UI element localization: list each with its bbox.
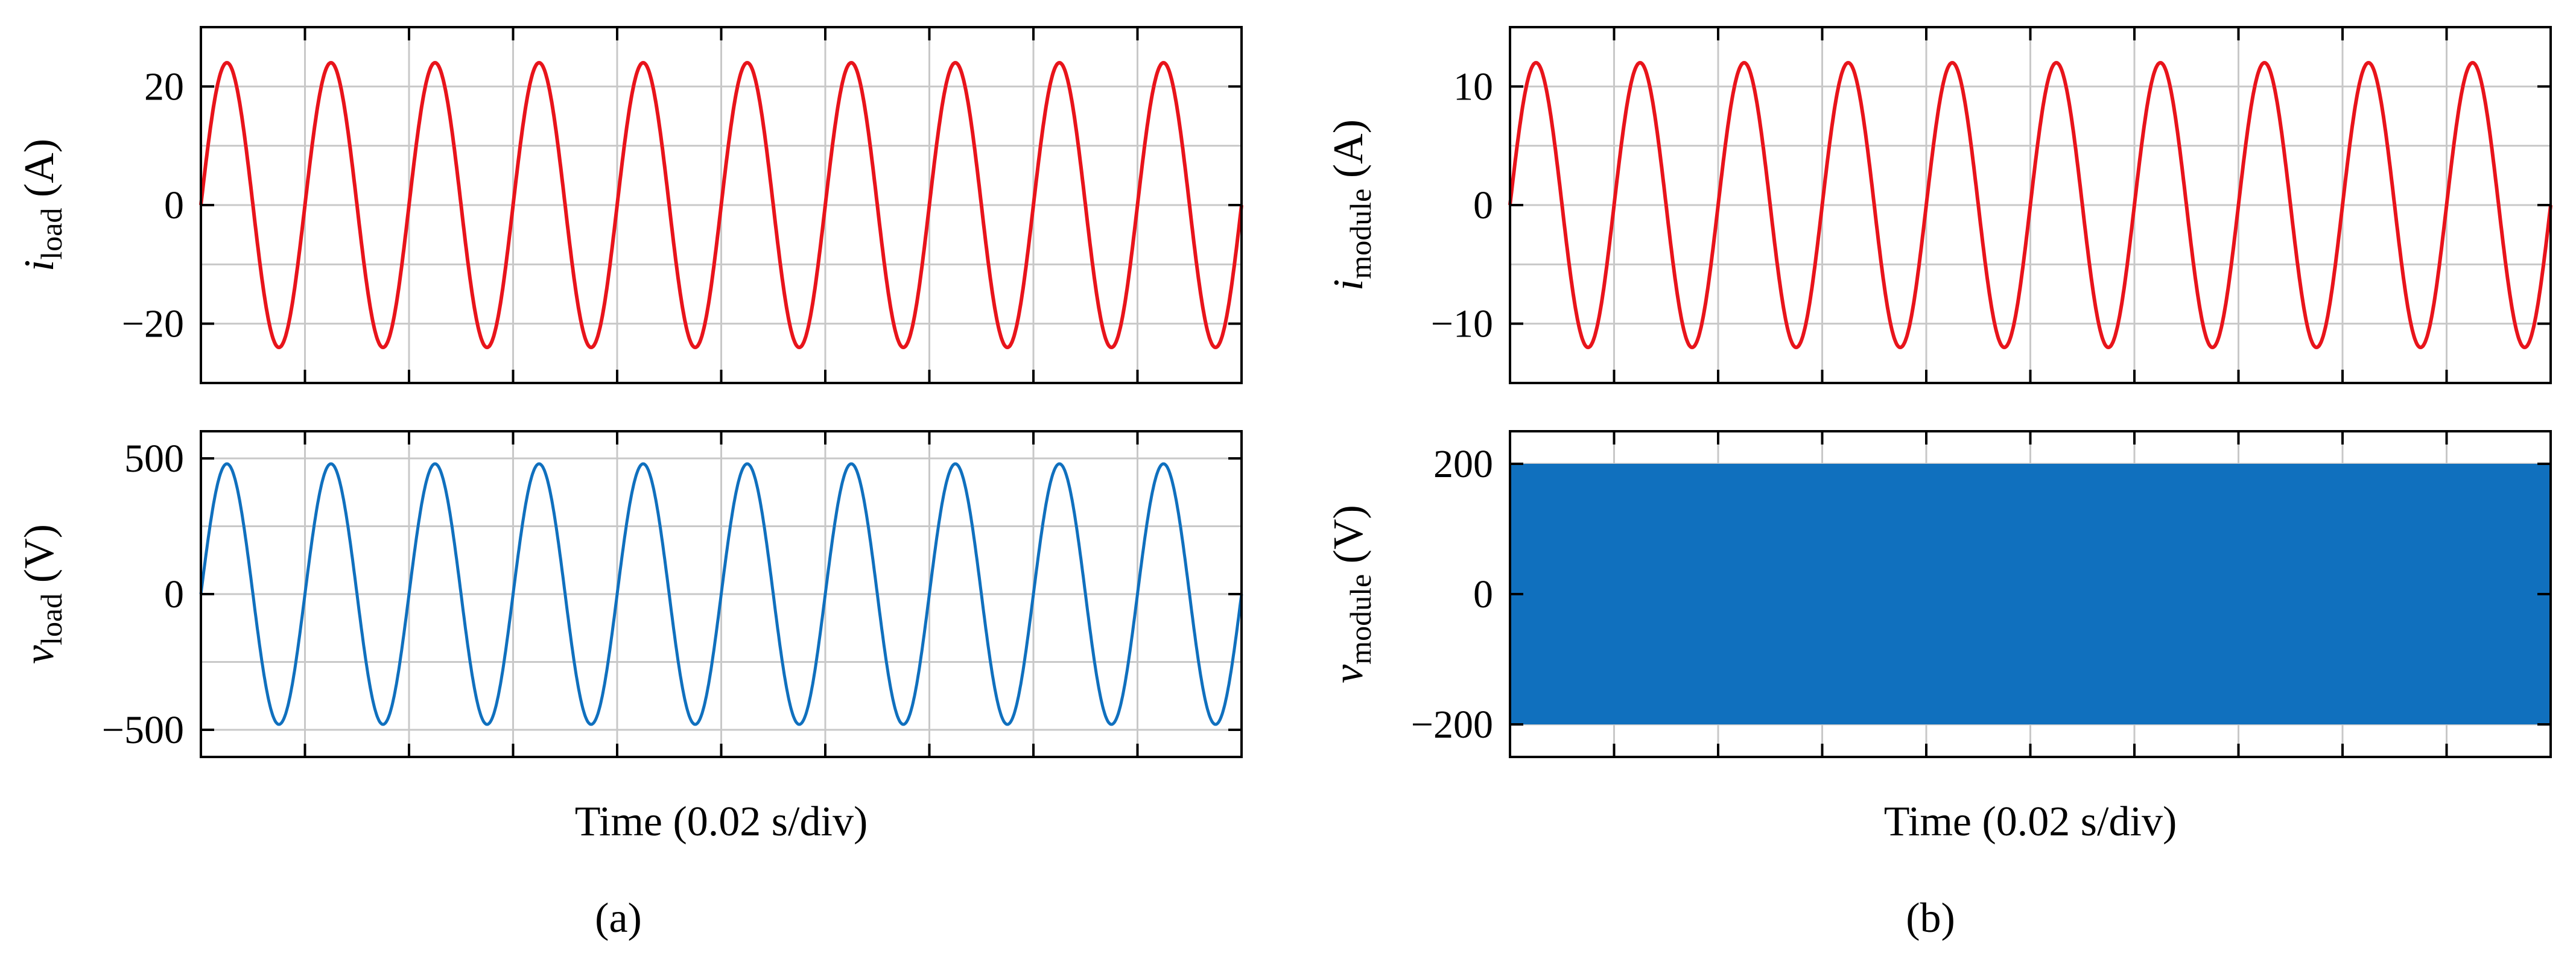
y-tick-label: 0	[1473, 183, 1493, 227]
y-tick-label: 0	[164, 183, 184, 227]
panel-b-current: 10 0 −10 imodule (A)	[1325, 26, 2552, 384]
y-tick-label: −500	[102, 708, 184, 752]
panel-a-current: 20 0 −20 iload (A)	[16, 26, 1243, 384]
panel-b-voltage: 200 0 −200 vmodule (V) Time (0.02 s/div)	[1325, 430, 2552, 845]
v-load-trace	[199, 462, 1243, 726]
y-axis-label: vmodule (V)	[1325, 505, 1377, 683]
y-tick-label: 200	[1433, 442, 1493, 486]
y-tick-label: 500	[124, 437, 184, 481]
y-tick-label: 20	[144, 65, 184, 109]
i-load-trace	[199, 60, 1243, 350]
y-axis-label: iload (A)	[16, 139, 68, 271]
panel-a-voltage: 500 0 −500 vload (V) Time (0.02 s/div)	[16, 430, 1243, 845]
y-tick-label: −200	[1411, 703, 1493, 747]
y-tick-label: 0	[1473, 572, 1493, 616]
i-module-trace	[1508, 60, 2552, 350]
y-tick-label: 0	[164, 572, 184, 616]
x-axis-label: Time (0.02 s/div)	[1884, 799, 2177, 845]
y-tick-label: −10	[1431, 302, 1493, 346]
caption-b: (b)	[1906, 895, 1955, 942]
y-axis-label: vload (V)	[16, 524, 68, 664]
y-tick-label: −20	[122, 302, 184, 346]
x-axis-label: Time (0.02 s/div)	[575, 799, 868, 845]
y-axis-label: imodule (A)	[1325, 119, 1377, 291]
caption-a: (a)	[595, 895, 642, 942]
y-tick-label: 10	[1453, 65, 1493, 109]
v-module-pwm-band	[1510, 464, 2551, 724]
